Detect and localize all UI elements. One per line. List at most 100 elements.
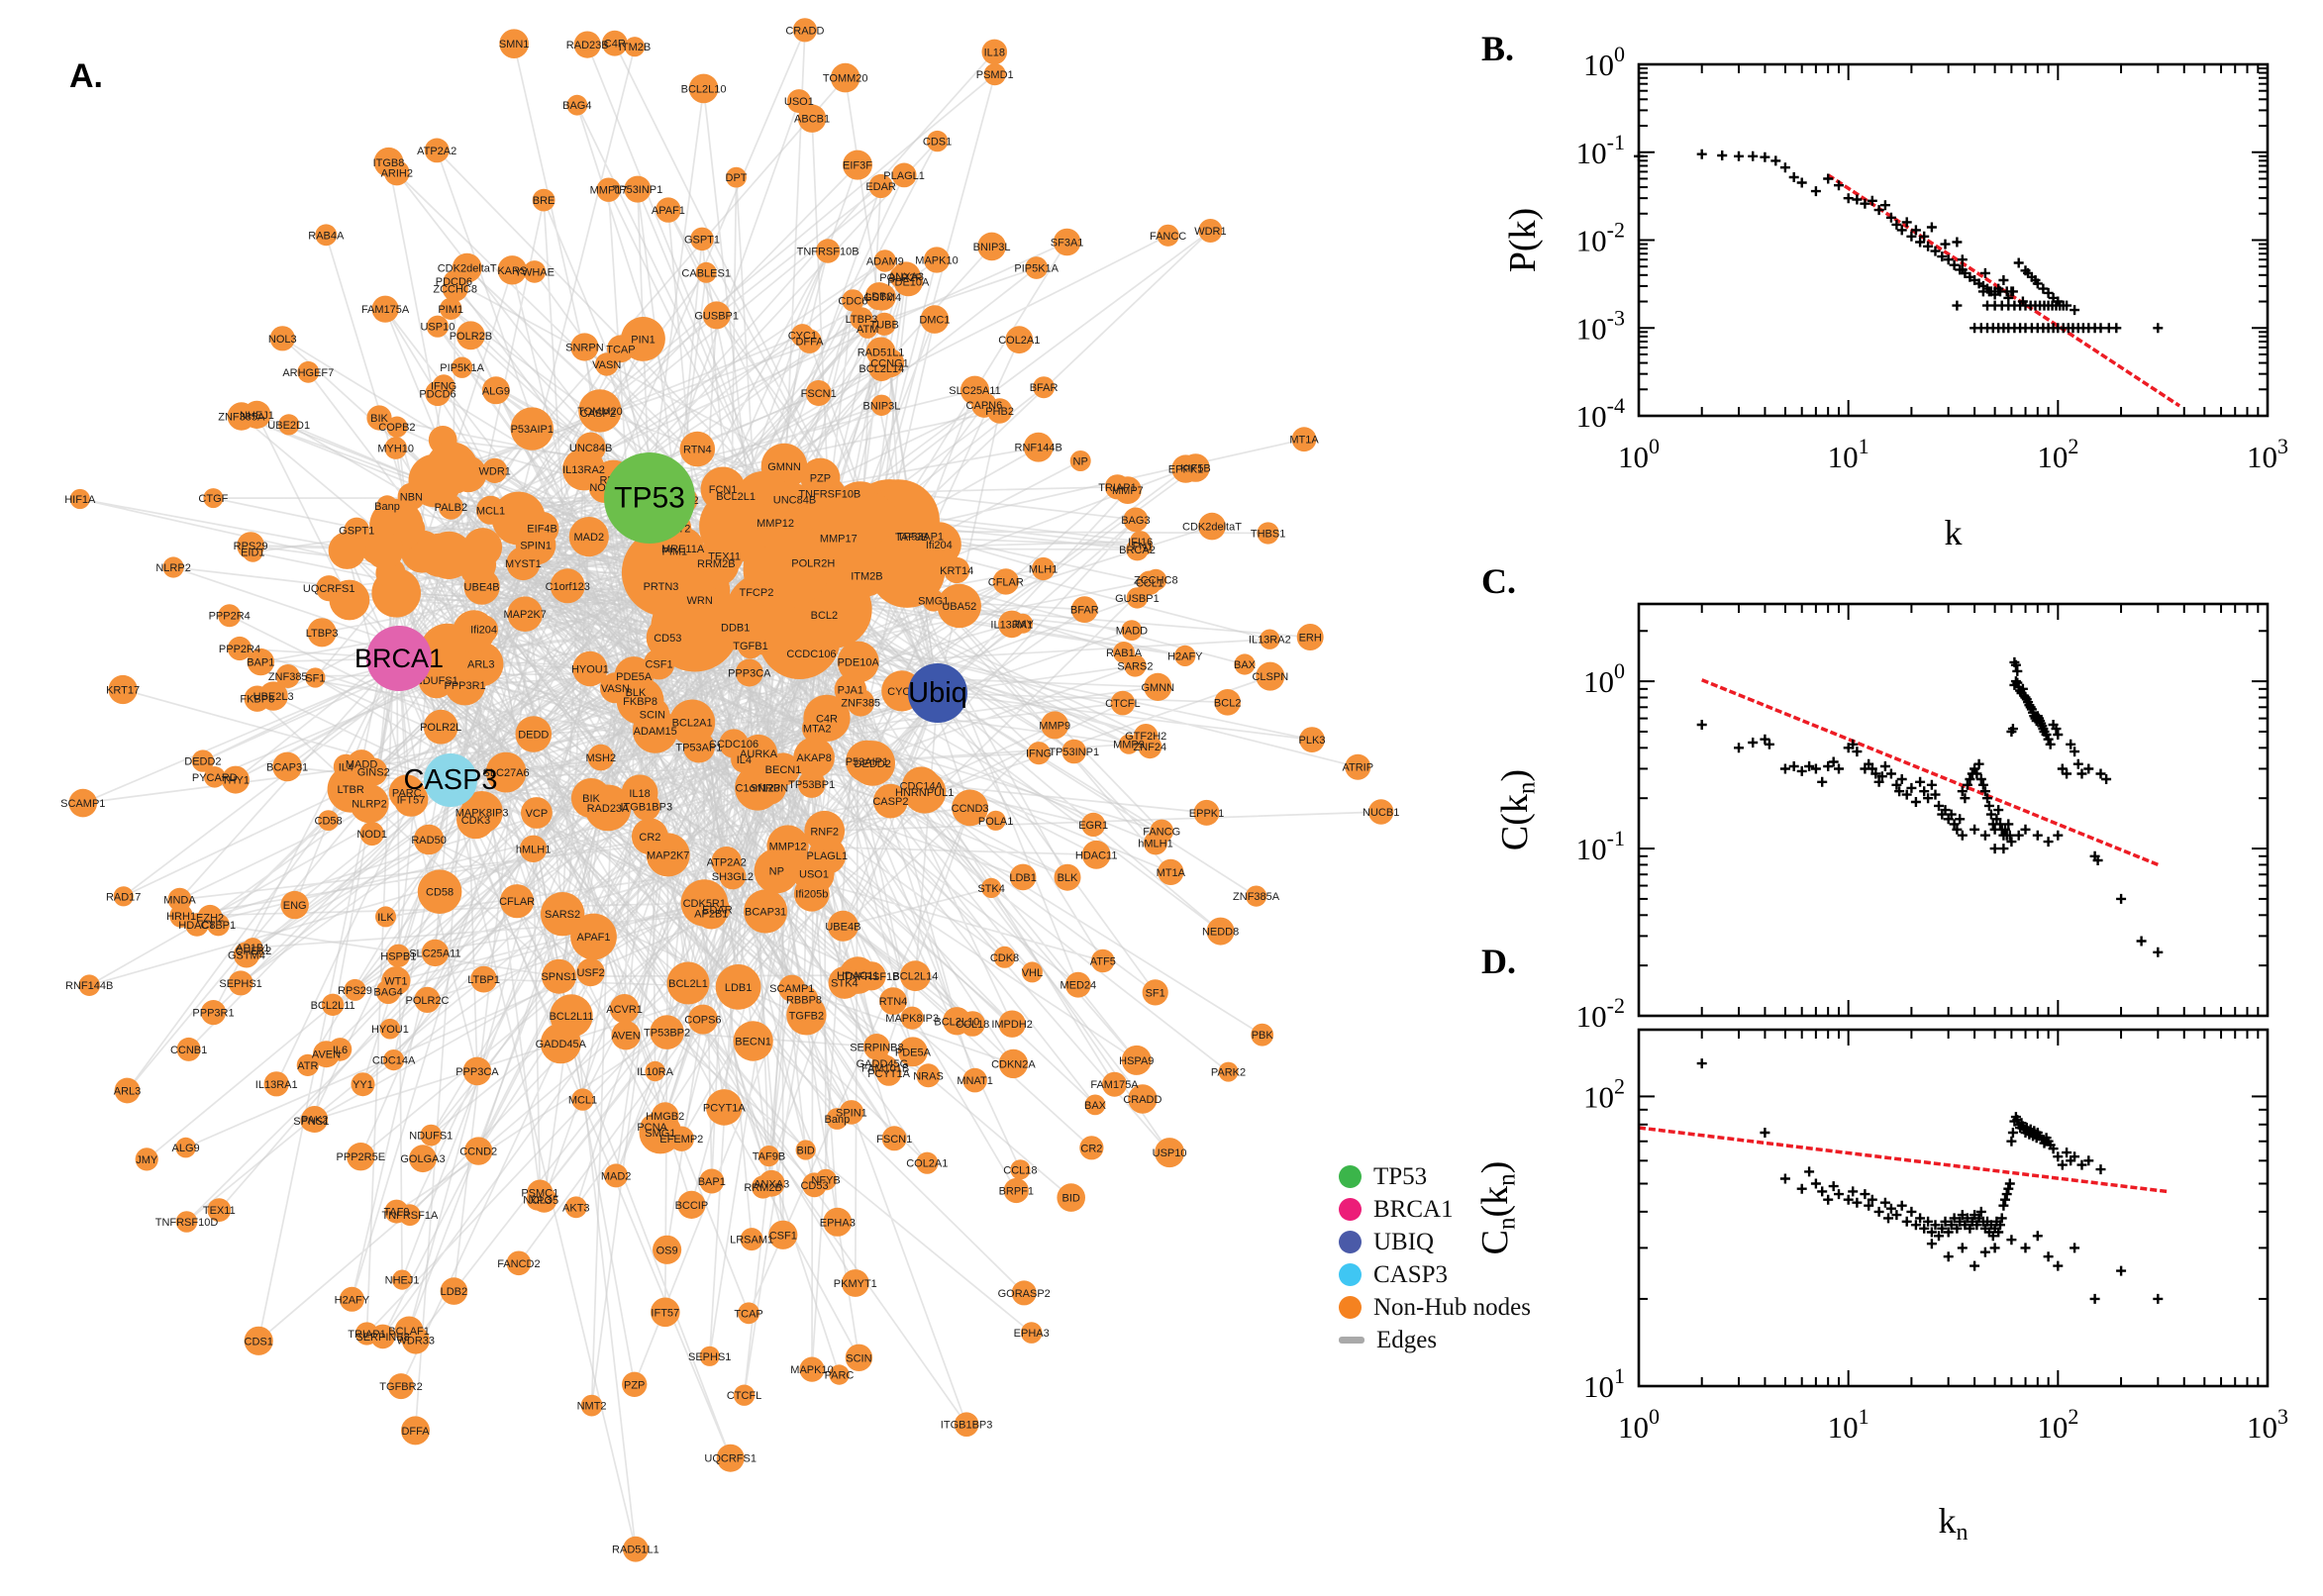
svg-text:UBE4B: UBE4B <box>825 921 860 933</box>
legend-item: UBIQ <box>1339 1228 1531 1255</box>
hub-label-tp53: TP53 <box>614 482 685 515</box>
svg-text:GADD45A: GADD45A <box>536 1039 587 1050</box>
legend-swatch-brca1-dot-icon <box>1339 1197 1362 1221</box>
legend-label: TP53 <box>1373 1162 1428 1190</box>
legend-label: Non-Hub nodes <box>1373 1293 1532 1321</box>
svg-text:NDUFS1: NDUFS1 <box>415 675 458 687</box>
svg-text:HNRNPUL1: HNRNPUL1 <box>895 787 954 799</box>
svg-text:CTCFL: CTCFL <box>1105 698 1140 710</box>
legend-label: UBIQ <box>1373 1228 1435 1255</box>
svg-text:P53AIP1: P53AIP1 <box>846 756 888 768</box>
svg-text:MT1A: MT1A <box>1157 867 1186 879</box>
svg-text:FCN1: FCN1 <box>709 484 738 496</box>
svg-text:XPO5: XPO5 <box>530 1195 558 1207</box>
svg-text:CRADD: CRADD <box>1123 1094 1162 1106</box>
svg-text:THBS1: THBS1 <box>1251 529 1285 541</box>
svg-text:RNF144B: RNF144B <box>1015 443 1062 454</box>
svg-text:102: 102 <box>2037 434 2078 474</box>
svg-text:GOLGA3: GOLGA3 <box>400 1153 445 1165</box>
svg-text:BECN1: BECN1 <box>735 1037 771 1048</box>
svg-text:CCND2: CCND2 <box>459 1147 497 1158</box>
svg-text:BFAR: BFAR <box>1030 382 1059 394</box>
svg-text:CABLES1: CABLES1 <box>681 267 731 279</box>
svg-text:C1orf123: C1orf123 <box>546 581 590 593</box>
svg-text:CR2: CR2 <box>639 832 660 844</box>
svg-text:IL18: IL18 <box>629 788 650 800</box>
svg-text:ITM2B: ITM2B <box>619 42 651 53</box>
svg-text:BLK: BLK <box>626 687 647 699</box>
svg-text:PIP5K1A: PIP5K1A <box>440 362 484 374</box>
svg-text:MAPK8IP3: MAPK8IP3 <box>455 807 509 819</box>
svg-text:POLR2B: POLR2B <box>450 331 492 343</box>
svg-text:LTBR: LTBR <box>338 784 364 796</box>
svg-text:EZH2: EZH2 <box>196 912 224 924</box>
svg-text:RAD50: RAD50 <box>411 835 446 847</box>
svg-text:UNC84B: UNC84B <box>773 495 816 507</box>
svg-text:PARC: PARC <box>392 788 422 800</box>
svg-text:PYCARD: PYCARD <box>192 772 238 784</box>
svg-text:SLC25A11: SLC25A11 <box>949 385 1000 397</box>
svg-text:VHL: VHL <box>1022 967 1043 979</box>
svg-text:AKT3: AKT3 <box>562 1202 590 1214</box>
svg-text:BIK: BIK <box>370 413 388 425</box>
svg-text:CYC1: CYC1 <box>788 331 817 343</box>
svg-text:FN1: FN1 <box>1133 542 1154 553</box>
svg-text:BRE: BRE <box>533 195 556 207</box>
legend-item: TP53 <box>1339 1162 1531 1190</box>
axis-ticks <box>1638 604 2269 1017</box>
svg-text:CDC14A: CDC14A <box>900 781 944 793</box>
svg-text:LDB1: LDB1 <box>725 982 753 994</box>
svg-text:DEDD2: DEDD2 <box>184 756 221 768</box>
svg-text:POLA1: POLA1 <box>978 816 1013 828</box>
svg-text:MMP12: MMP12 <box>757 518 794 530</box>
svg-text:TEX11: TEX11 <box>708 550 741 562</box>
svg-text:TNFRSF10D: TNFRSF10D <box>155 1217 219 1229</box>
svg-text:MLH1: MLH1 <box>1029 564 1058 576</box>
plot-frame <box>1637 62 2270 418</box>
svg-text:TOMM20: TOMM20 <box>577 406 623 418</box>
svg-text:SF1: SF1 <box>1146 987 1165 999</box>
svg-text:HDAC11: HDAC11 <box>837 970 879 982</box>
svg-text:THY1: THY1 <box>222 775 250 787</box>
svg-text:SCIN: SCIN <box>640 710 665 722</box>
svg-text:102: 102 <box>1583 1073 1625 1114</box>
svg-text:GINS2: GINS2 <box>357 767 390 779</box>
svg-text:CRADD: CRADD <box>785 25 824 37</box>
svg-text:PRTN3: PRTN3 <box>644 581 679 593</box>
svg-text:BIK: BIK <box>582 793 600 805</box>
svg-text:UNC84B: UNC84B <box>569 443 612 454</box>
svg-text:LDB2: LDB2 <box>441 1286 468 1298</box>
svg-text:USO1: USO1 <box>799 869 829 881</box>
svg-text:GUSBP1: GUSBP1 <box>1115 593 1160 605</box>
svg-text:CDC6: CDC6 <box>838 295 867 307</box>
svg-text:MMP9: MMP9 <box>1113 740 1145 751</box>
svg-text:WDR1: WDR1 <box>479 465 511 477</box>
svg-text:ATP2A2: ATP2A2 <box>707 856 747 868</box>
svg-text:NRAS: NRAS <box>913 1070 944 1082</box>
svg-text:TNFRSF10B: TNFRSF10B <box>797 247 859 258</box>
svg-text:PHB2: PHB2 <box>985 406 1014 418</box>
svg-text:HDAC8: HDAC8 <box>178 920 215 932</box>
svg-text:TNFRSF10B: TNFRSF10B <box>798 489 860 501</box>
svg-text:COL2A1: COL2A1 <box>998 335 1040 347</box>
svg-text:PCYT1A: PCYT1A <box>703 1102 746 1114</box>
svg-text:Banp: Banp <box>825 1114 851 1126</box>
svg-text:RBBP8: RBBP8 <box>786 995 822 1007</box>
svg-text:SCAMP1: SCAMP1 <box>769 983 814 995</box>
svg-text:FKBP8: FKBP8 <box>240 694 274 706</box>
svg-text:CDK5R1: CDK5R1 <box>683 898 726 910</box>
svg-text:EGR1: EGR1 <box>1078 820 1108 832</box>
svg-text:IL4: IL4 <box>339 761 354 773</box>
svg-text:USF2: USF2 <box>576 967 604 979</box>
hub-casp3: CASP3 <box>403 753 498 807</box>
svg-text:AVEN: AVEN <box>612 1031 641 1043</box>
svg-text:GORASP2: GORASP2 <box>998 1288 1051 1300</box>
svg-text:CSF1: CSF1 <box>645 659 672 671</box>
svg-text:TP53BP1: TP53BP1 <box>788 779 835 791</box>
svg-text:DMC1: DMC1 <box>919 315 950 327</box>
svg-text:BID: BID <box>1062 1193 1080 1205</box>
svg-text:DFFA: DFFA <box>401 1426 430 1438</box>
